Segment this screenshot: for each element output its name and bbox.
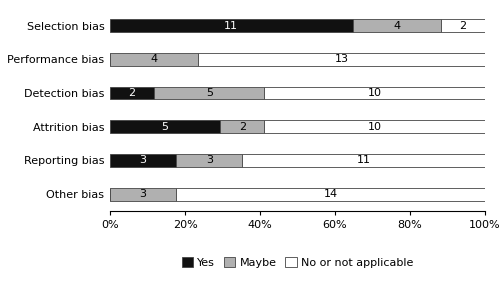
Text: 11: 11 xyxy=(356,155,370,166)
Bar xyxy=(264,120,485,133)
Bar xyxy=(198,53,485,66)
Bar xyxy=(176,188,485,200)
Text: 14: 14 xyxy=(324,189,338,199)
Text: 3: 3 xyxy=(140,189,146,199)
Bar xyxy=(110,188,176,200)
Text: 10: 10 xyxy=(368,122,382,132)
Text: 11: 11 xyxy=(224,21,238,31)
Bar xyxy=(110,53,198,66)
Text: 2: 2 xyxy=(128,88,136,98)
Text: 5: 5 xyxy=(162,122,168,132)
Bar xyxy=(110,120,220,133)
Text: 2: 2 xyxy=(239,122,246,132)
Bar xyxy=(176,154,242,167)
Text: 10: 10 xyxy=(368,88,382,98)
Bar xyxy=(264,87,485,99)
Text: 3: 3 xyxy=(206,155,213,166)
Bar xyxy=(242,154,485,167)
Text: 4: 4 xyxy=(393,21,400,31)
Bar xyxy=(441,19,485,32)
Legend: Yes, Maybe, No or not applicable: Yes, Maybe, No or not applicable xyxy=(177,253,418,272)
Text: 13: 13 xyxy=(334,54,348,64)
Bar xyxy=(110,154,176,167)
Bar xyxy=(154,87,264,99)
Bar xyxy=(352,19,441,32)
Text: 4: 4 xyxy=(150,54,158,64)
Bar xyxy=(110,19,352,32)
Text: 5: 5 xyxy=(206,88,213,98)
Text: 2: 2 xyxy=(460,21,466,31)
Text: 3: 3 xyxy=(140,155,146,166)
Bar xyxy=(220,120,264,133)
Bar xyxy=(110,87,154,99)
